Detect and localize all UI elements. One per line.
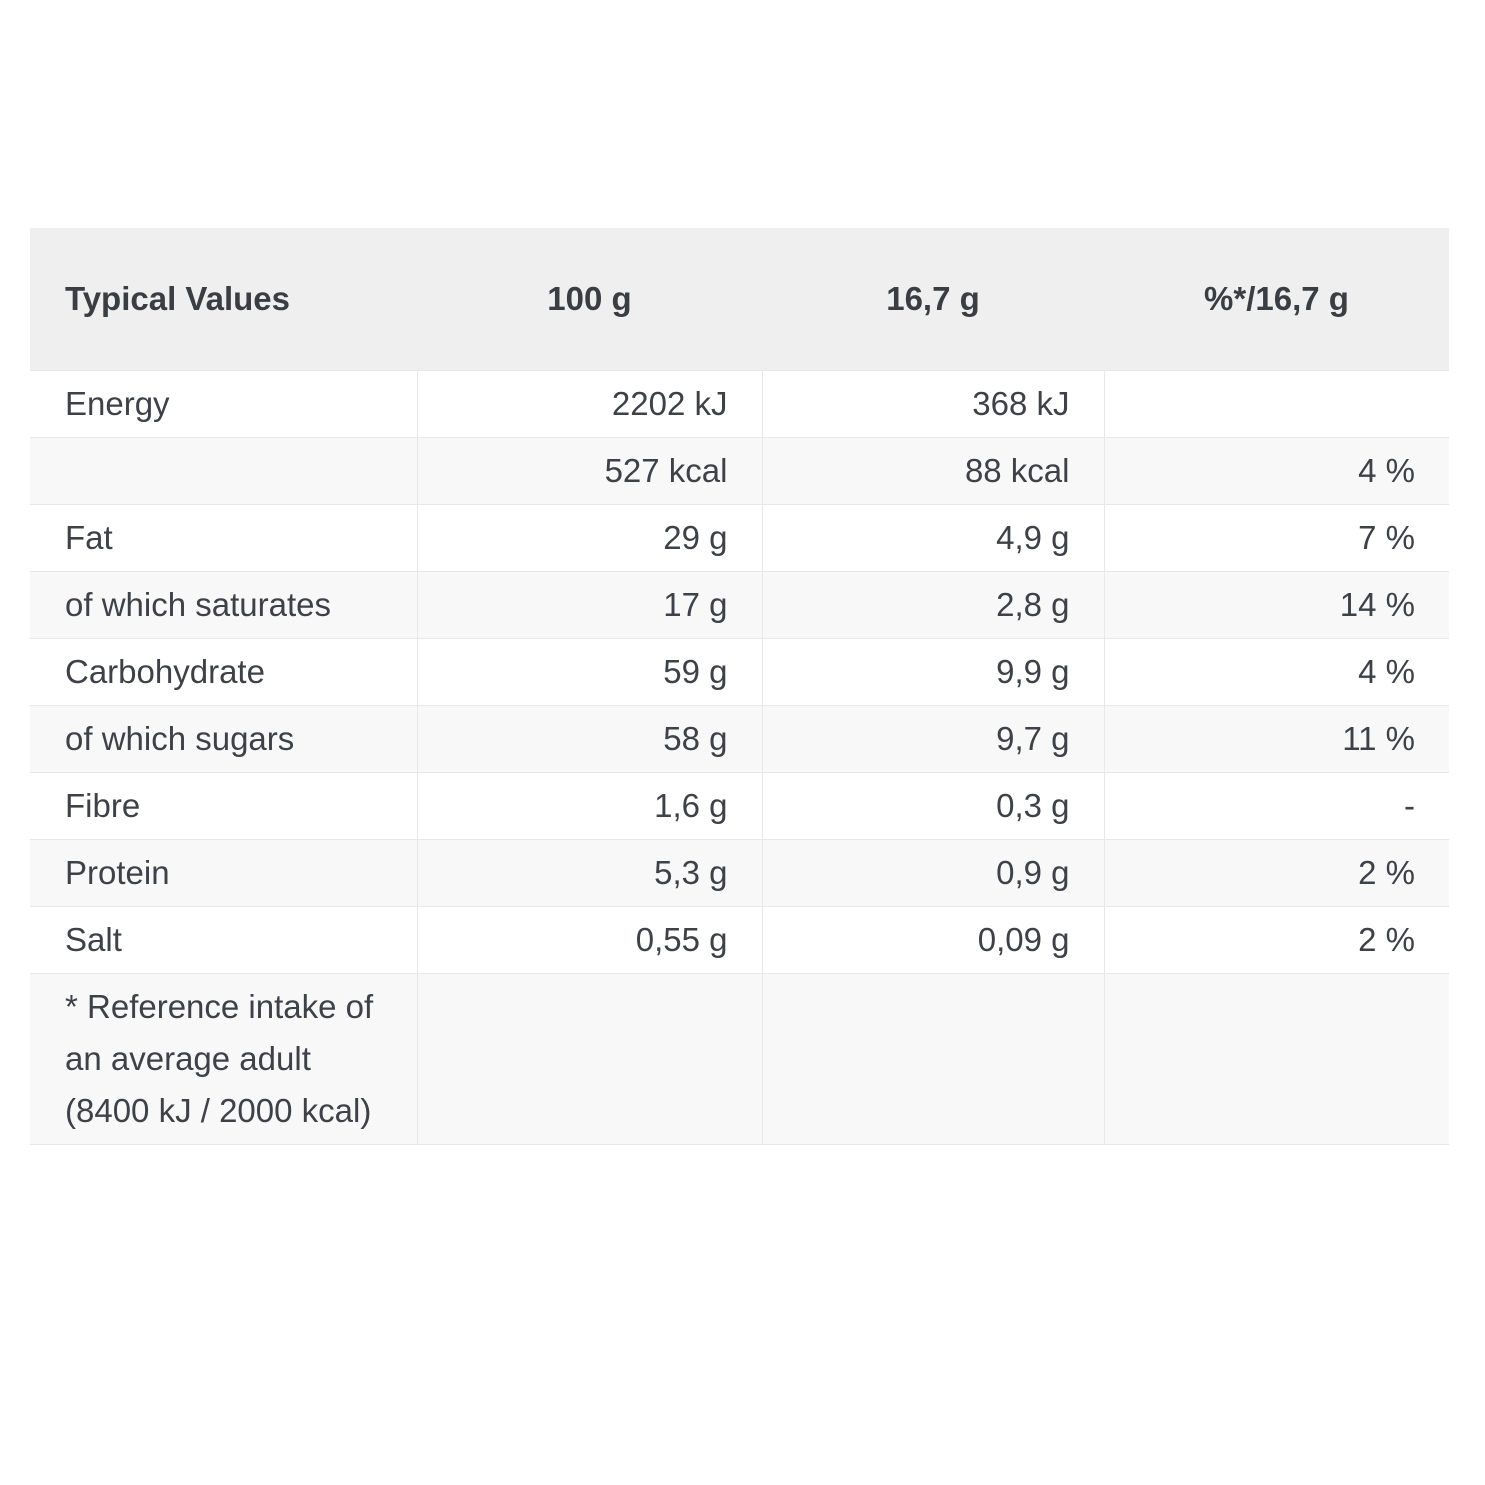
table-row-fat: Fat 29 g 4,9 g 7 % — [30, 504, 1449, 572]
table-row-fibre: Fibre 1,6 g 0,3 g - — [30, 772, 1449, 840]
row-label: Carbohydrate — [30, 638, 417, 706]
column-header-reference-intake: %*/16,7 g — [1104, 228, 1449, 371]
value-reference-intake: 14 % — [1103, 571, 1449, 639]
value-per-100g: 5,3 g — [416, 839, 762, 907]
table-row-energy-kcal: 527 kcal 88 kcal 4 % — [30, 437, 1449, 505]
value-per-portion: 88 kcal — [761, 437, 1104, 505]
value-per-100g: 2202 kJ — [416, 370, 762, 438]
nutrition-table: Typical Values 100 g 16,7 g %*/16,7 g En… — [30, 228, 1449, 1145]
value-reference-intake: 4 % — [1103, 638, 1449, 706]
row-label: Energy — [30, 370, 417, 438]
value-per-portion: 368 kJ — [761, 370, 1104, 438]
table-row-saturates: of which saturates 17 g 2,8 g 14 % — [30, 571, 1449, 639]
table-row-sugars: of which sugars 58 g 9,7 g 11 % — [30, 705, 1449, 773]
value-per-portion: 0,3 g — [761, 772, 1104, 840]
table-row-protein: Protein 5,3 g 0,9 g 2 % — [30, 839, 1449, 907]
value-reference-intake: 7 % — [1103, 504, 1449, 572]
row-label: of which sugars — [30, 705, 417, 773]
row-label: of which saturates — [30, 571, 417, 639]
table-row-carbohydrate: Carbohydrate 59 g 9,9 g 4 % — [30, 638, 1449, 706]
value-per-100g: 17 g — [416, 571, 762, 639]
value-per-100g: 1,6 g — [416, 772, 762, 840]
value-per-portion: 0,09 g — [761, 906, 1104, 974]
value-reference-intake: 11 % — [1103, 705, 1449, 773]
column-header-per-portion: 16,7 g — [762, 228, 1104, 371]
footnote-text: * Reference intake of an average adult (… — [30, 973, 417, 1145]
value-per-100g: 59 g — [416, 638, 762, 706]
row-label: Salt — [30, 906, 417, 974]
value-per-portion — [761, 973, 1104, 1145]
row-label: Protein — [30, 839, 417, 907]
row-label: Fibre — [30, 772, 417, 840]
value-per-portion: 0,9 g — [761, 839, 1104, 907]
value-reference-intake — [1103, 370, 1449, 438]
value-per-100g — [416, 973, 762, 1145]
value-reference-intake: 2 % — [1103, 906, 1449, 974]
value-reference-intake — [1103, 973, 1449, 1145]
value-per-portion: 9,7 g — [761, 705, 1104, 773]
column-header-per-100g: 100 g — [417, 228, 762, 371]
value-reference-intake: 2 % — [1103, 839, 1449, 907]
value-per-100g: 58 g — [416, 705, 762, 773]
value-per-portion: 4,9 g — [761, 504, 1104, 572]
table-row-energy-kj: Energy 2202 kJ 368 kJ — [30, 370, 1449, 438]
value-per-100g: 527 kcal — [416, 437, 762, 505]
value-per-100g: 0,55 g — [416, 906, 762, 974]
value-per-portion: 2,8 g — [761, 571, 1104, 639]
value-per-100g: 29 g — [416, 504, 762, 572]
value-per-portion: 9,9 g — [761, 638, 1104, 706]
column-header-typical-values: Typical Values — [30, 228, 417, 371]
table-row-salt: Salt 0,55 g 0,09 g 2 % — [30, 906, 1449, 974]
value-reference-intake: 4 % — [1103, 437, 1449, 505]
row-label — [30, 437, 417, 505]
header-row: Typical Values 100 g 16,7 g %*/16,7 g — [30, 228, 1449, 371]
row-label: Fat — [30, 504, 417, 572]
value-reference-intake: - — [1103, 772, 1449, 840]
table-row-reference-intake-footnote: * Reference intake of an average adult (… — [30, 973, 1449, 1145]
